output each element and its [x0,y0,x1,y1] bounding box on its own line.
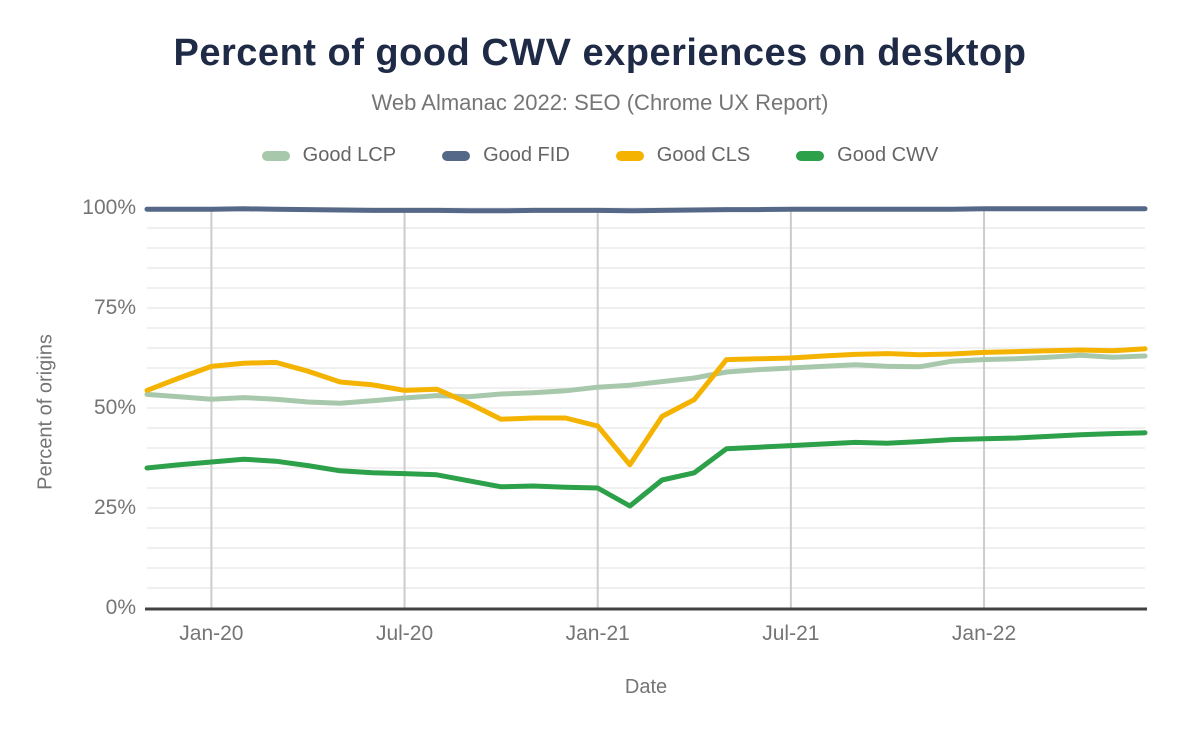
x-tick-label: Jan-22 [951,622,1017,645]
x-tick-label: Jul-20 [375,622,434,645]
y-tick-label: 100% [82,196,136,219]
chart-subtitle: Web Almanac 2022: SEO (Chrome UX Report) [371,90,829,115]
legend-item-good-fid: Good FID [442,144,570,167]
y-tick-label: 50% [93,396,136,419]
legend-item-good-cls: Good CLS [615,144,751,167]
y-tick-label: 25% [93,496,136,519]
legend-label: Good FID [483,144,570,166]
legend-swatch-good-cls [615,150,644,161]
series-line-good-cwv [144,430,1148,509]
series-line-good-cls [144,346,1148,468]
y-tick-label: 75% [93,296,136,319]
legend-swatch-good-fid [442,150,471,161]
legend-label: Good LCP [302,144,397,166]
x-tick-label: Jan-21 [565,622,630,645]
legend-item-good-lcp: Good LCP [261,144,397,167]
legend-swatch-good-lcp [261,150,290,161]
legend-swatch-good-cwv [796,150,825,161]
series-line-good-lcp [144,352,1148,406]
x-axis-title: Date [624,676,668,698]
series-line-good-fid [144,206,1148,214]
x-tick-label: Jan-20 [179,622,244,645]
legend-item-good-cwv: Good CWV [796,144,938,167]
chart-title: Percent of good CWV experiences on deskt… [173,32,1027,74]
y-tick-label: 0% [105,596,136,619]
legend-label: Good CWV [837,144,939,166]
x-tick-label: Jul-21 [762,622,820,645]
legend-label: Good CLS [656,144,751,166]
chart-legend: Good LCP Good FID Good CLS Good CWV [0,144,1200,167]
